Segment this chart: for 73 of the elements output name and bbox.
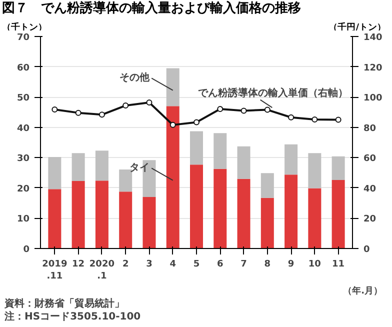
x-tick-label: 6	[217, 260, 224, 270]
y2-tick-label: 100	[364, 94, 382, 104]
point	[146, 100, 152, 106]
x-tick-label: 3	[146, 260, 152, 270]
bar	[214, 168, 227, 248]
x-tick-label: 11	[332, 260, 345, 270]
y2-tick-label: 80	[364, 124, 376, 134]
y-tick-label: 40	[16, 124, 30, 134]
bar	[214, 133, 227, 169]
point	[75, 110, 82, 116]
x-tick-label: 12	[72, 260, 85, 270]
bar	[190, 131, 203, 165]
point	[335, 116, 342, 123]
point	[240, 108, 247, 114]
bar	[284, 144, 298, 175]
y2-tick-label: 140	[364, 33, 382, 43]
bar	[95, 180, 108, 248]
text: 資料：財務省「貿易統計」	[4, 298, 124, 310]
x-tick-label: 4	[170, 260, 176, 270]
x-tick-label: 2020 .1	[89, 260, 114, 282]
bar	[166, 68, 180, 106]
bar	[119, 192, 132, 248]
x-tick-label: 5	[193, 260, 200, 270]
bar	[308, 153, 322, 188]
y2-tick-label: 40	[364, 184, 376, 194]
bar	[332, 180, 345, 248]
point	[170, 122, 176, 128]
x-tick-label: 9	[288, 260, 294, 270]
bar	[260, 173, 274, 198]
bar	[166, 106, 180, 248]
series-label: その他	[120, 72, 151, 84]
series-label: でん粉誘導体の輸入単価（右軸）	[198, 87, 348, 100]
bar	[190, 164, 203, 248]
x-tick-label: 8	[264, 260, 271, 270]
bar	[142, 197, 156, 248]
x-tick-label: 2019 .11	[42, 260, 68, 282]
y2-tick-label: 60	[364, 154, 376, 164]
bar	[332, 156, 345, 180]
x-axis-title: （年.月）	[343, 286, 383, 296]
y-tick-label: 20	[16, 184, 30, 194]
y2-tick-label: 0	[364, 245, 370, 255]
series-label: タイ	[130, 162, 150, 174]
chart-title: 図７ でん粉誘導体の輸入量および輸入価格の推移	[2, 0, 301, 18]
x-tick-label: 7	[240, 260, 247, 270]
x-tick-label: 10	[308, 260, 321, 270]
bar	[48, 189, 62, 248]
y-tick-label: 0	[23, 245, 30, 255]
bar	[48, 157, 62, 190]
point	[52, 106, 58, 112]
bar	[284, 174, 298, 248]
point	[217, 106, 224, 112]
bar	[95, 150, 108, 181]
bar	[237, 178, 250, 248]
point	[194, 119, 200, 126]
y2-tick-label: 120	[364, 63, 382, 74]
point	[122, 102, 129, 109]
y-tick-label: 50	[16, 94, 30, 104]
point	[312, 116, 318, 122]
bar	[72, 153, 85, 181]
point	[264, 106, 270, 113]
point	[98, 112, 105, 118]
y-tick-label: 30	[16, 154, 30, 164]
y-tick-label: 10	[16, 214, 30, 225]
text: 注：HSコード3505.10-100	[4, 310, 141, 322]
bar	[237, 146, 250, 179]
bar	[72, 180, 85, 248]
y-tick-label: 70	[16, 33, 30, 43]
x-tick-label: 2	[122, 260, 129, 270]
bar	[260, 198, 274, 248]
y2-tick-label: 20	[364, 214, 376, 225]
bar	[308, 188, 322, 248]
point	[288, 114, 294, 120]
y-tick-label: 60	[16, 63, 30, 74]
